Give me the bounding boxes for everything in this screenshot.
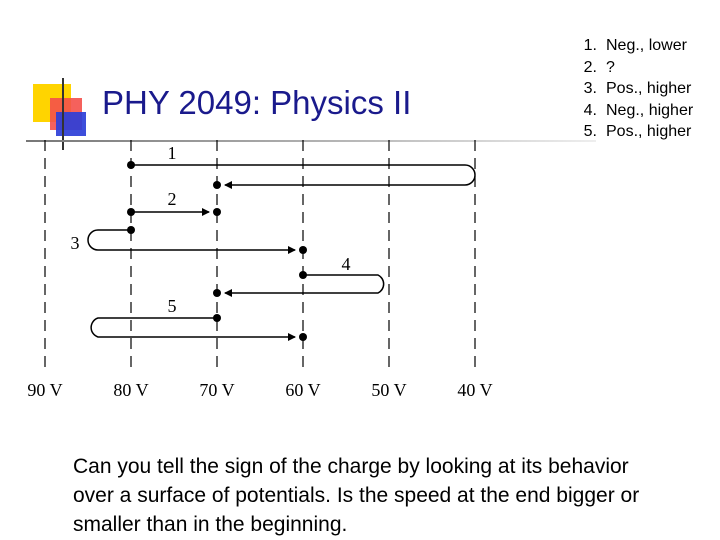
answer-item: 3. Pos., higher bbox=[570, 78, 693, 100]
decor-blue-square bbox=[56, 112, 86, 136]
path-1 bbox=[131, 164, 476, 189]
question-caption: Can you tell the sign of the charge by l… bbox=[73, 455, 640, 536]
path-2-start-point bbox=[127, 208, 135, 216]
path-4-label: 4 bbox=[342, 254, 351, 274]
decor-vertical-line bbox=[62, 78, 64, 150]
path-5-label: 5 bbox=[168, 296, 177, 316]
path-3-label: 3 bbox=[71, 233, 80, 253]
path-1-end-point bbox=[213, 181, 221, 189]
answer-text: Neg., higher bbox=[606, 101, 694, 119]
potential-label-80v: 80 V bbox=[113, 380, 148, 400]
answer-number: 2. bbox=[583, 58, 597, 76]
path-3-start-point bbox=[127, 226, 135, 234]
answer-text: Neg., lower bbox=[606, 37, 687, 54]
path-4-start-point bbox=[299, 271, 307, 279]
potential-label-40v: 40 V bbox=[457, 380, 492, 400]
potential-label-70v: 70 V bbox=[199, 380, 234, 400]
path-2-label: 2 bbox=[168, 189, 177, 209]
path-4-end-point bbox=[213, 289, 221, 297]
answer-item: 2.? bbox=[570, 57, 693, 79]
path-5-end-point bbox=[299, 333, 307, 341]
answer-item: 1. Neg., lower bbox=[570, 35, 693, 57]
potential-label-50v: 50 V bbox=[371, 380, 406, 400]
answer-number: 4. bbox=[583, 101, 597, 119]
equipotential-diagram: 90 V 80 V 70 V 60 V 50 V 40 V 1 2 3 4 5 bbox=[27, 140, 493, 400]
potential-label-90v: 90 V bbox=[27, 380, 62, 400]
slide-title: PHY 2049: Physics II bbox=[102, 84, 412, 121]
path-3-end-point bbox=[299, 246, 307, 254]
potential-label-60v: 60 V bbox=[285, 380, 320, 400]
answer-text: Pos., higher bbox=[606, 123, 692, 140]
answer-text: Pos., higher bbox=[606, 80, 692, 97]
path-3 bbox=[87, 229, 296, 254]
answer-number: 3. bbox=[583, 80, 597, 97]
path-4 bbox=[224, 274, 385, 297]
answer-list: 1. Neg., lower 2.? 3. Pos., higher 4. Neg.,… bbox=[570, 35, 694, 143]
answer-number: 5. bbox=[583, 123, 597, 140]
path-1-label: 1 bbox=[168, 143, 177, 163]
answer-number: 1. bbox=[583, 37, 597, 54]
answer-item: 4. Neg., higher bbox=[570, 100, 694, 122]
path-5 bbox=[90, 317, 296, 341]
path-2-end-point bbox=[213, 208, 221, 216]
answer-item: 5. Pos., higher bbox=[570, 121, 693, 143]
path-1-start-point bbox=[127, 161, 135, 169]
answer-text: ? bbox=[606, 58, 615, 76]
title-underline bbox=[26, 140, 596, 142]
path-5-start-point bbox=[213, 314, 221, 322]
